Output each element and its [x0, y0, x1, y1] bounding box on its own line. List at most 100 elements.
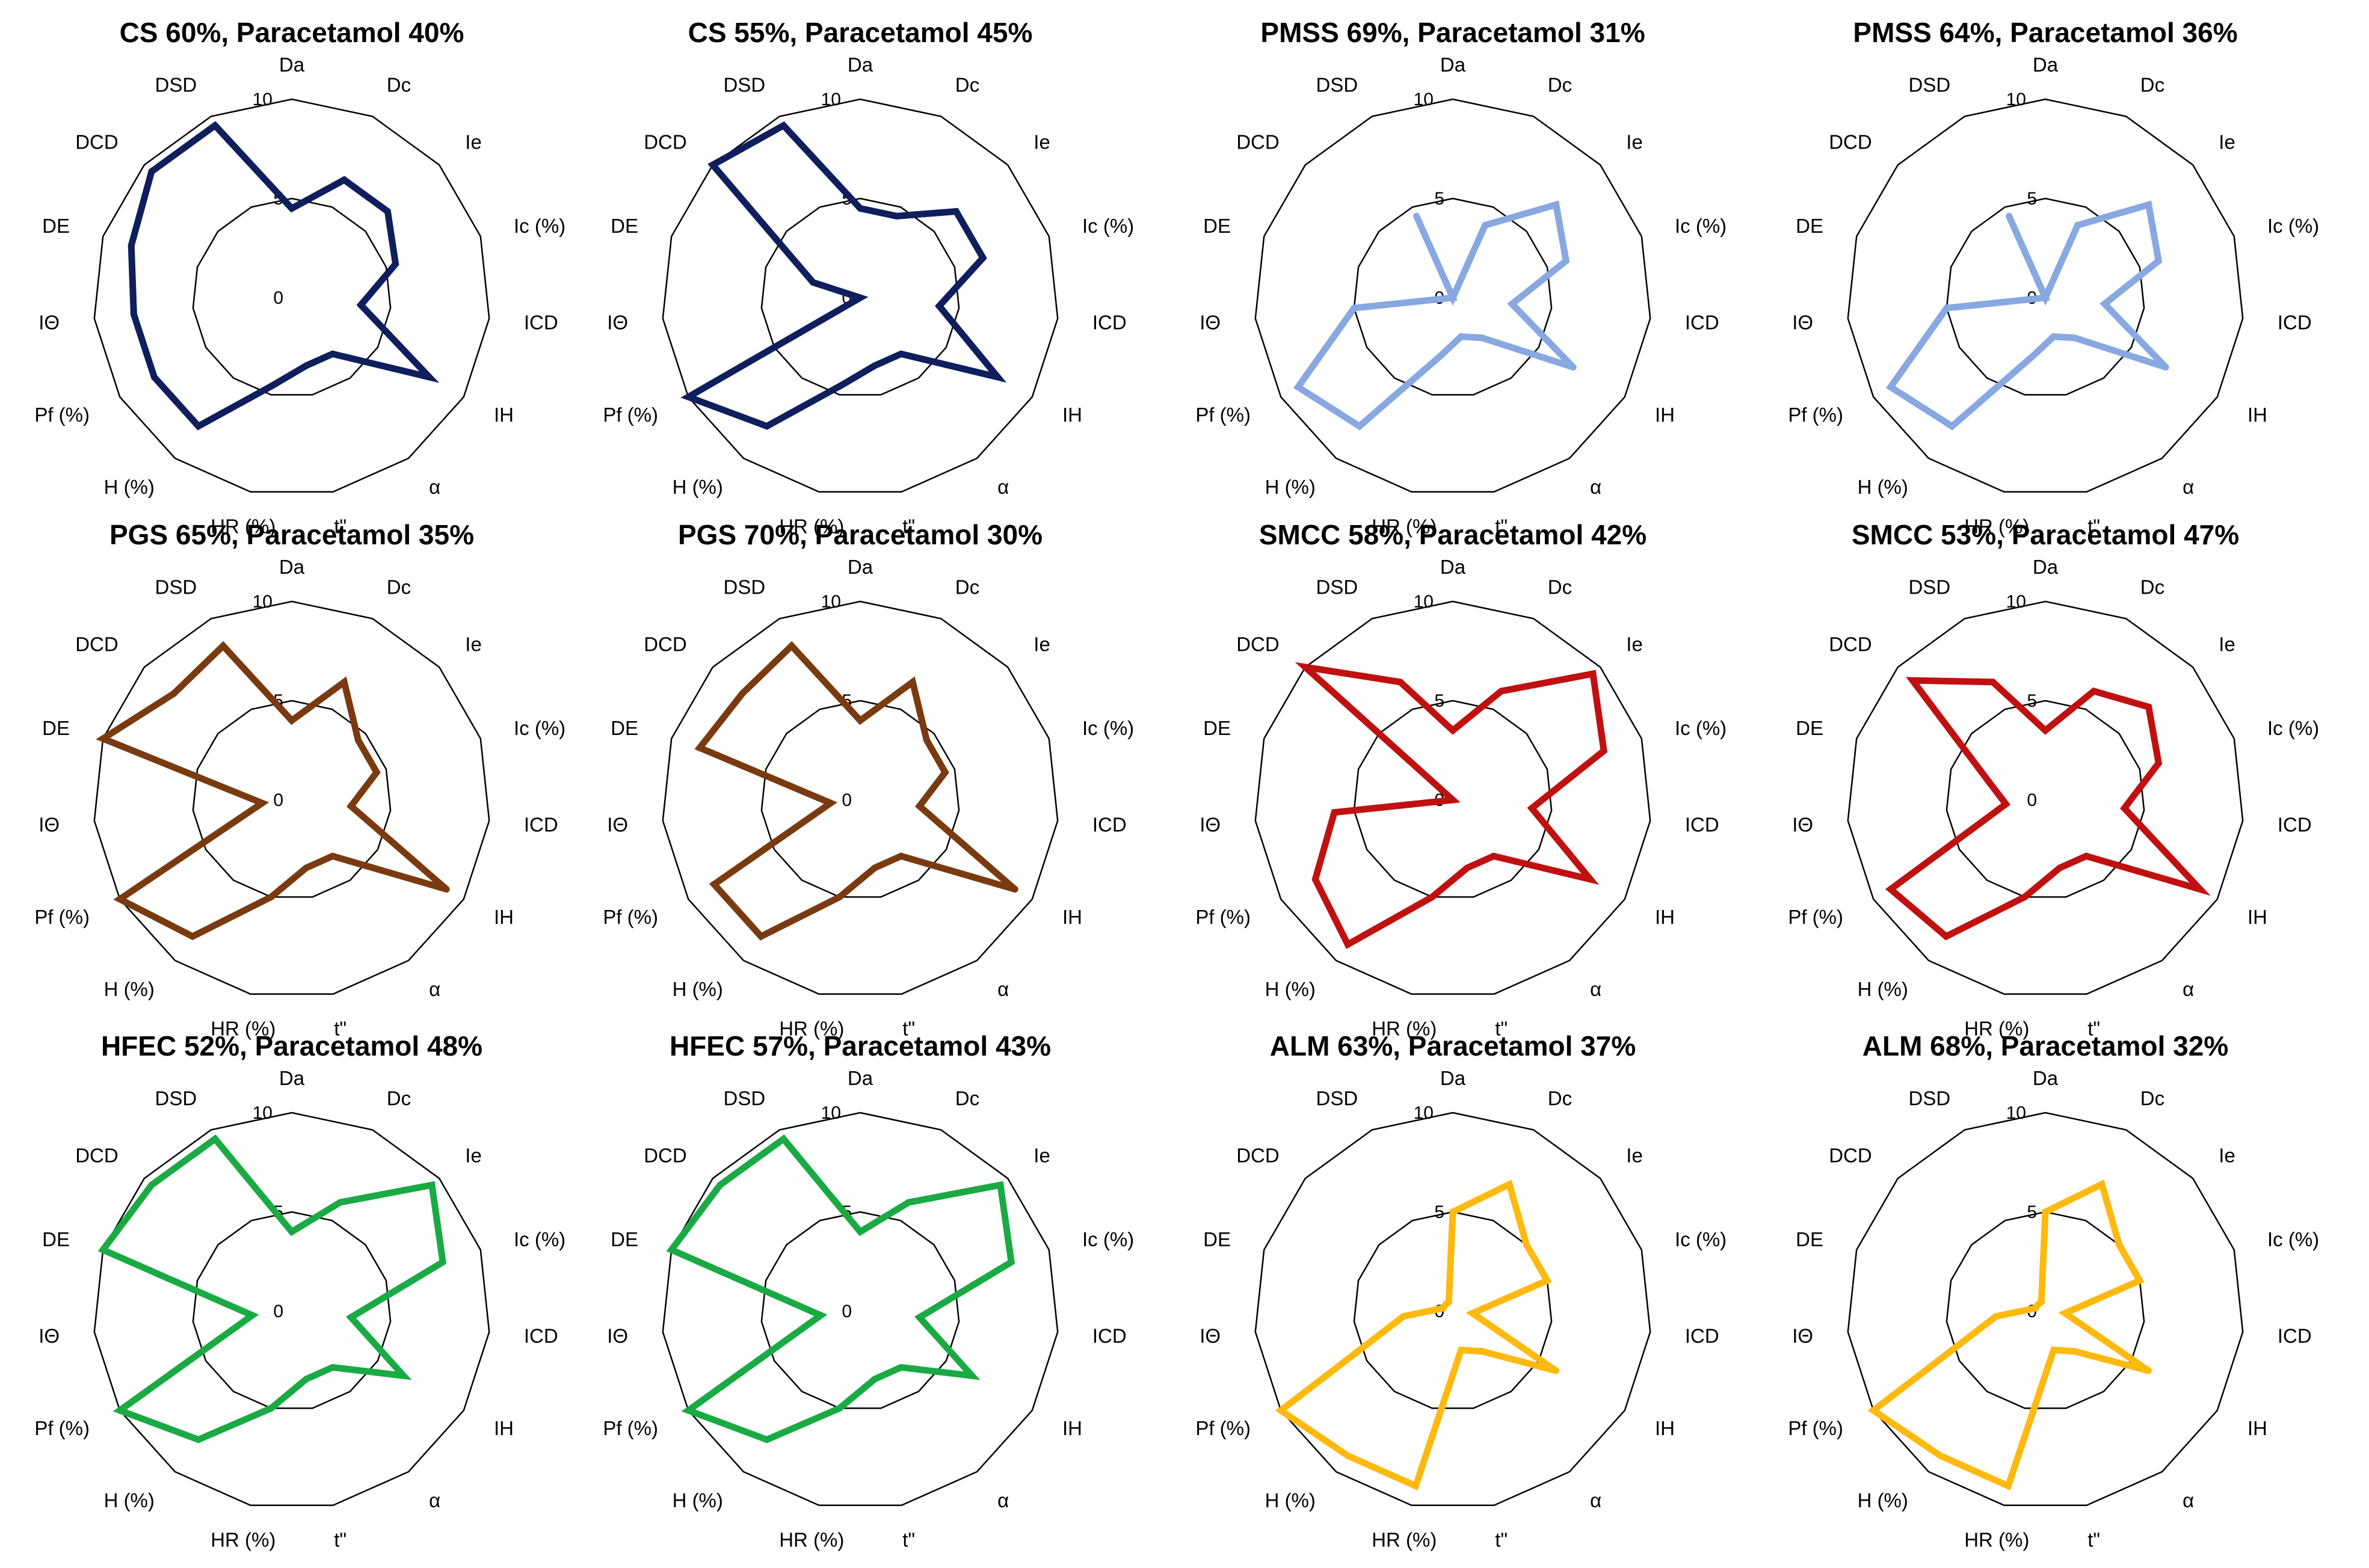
axis-label: Da [848, 1067, 873, 1089]
data-point-9 [763, 423, 771, 430]
axis-label: DCD [1236, 1144, 1280, 1166]
axis-label: Ic (%) [1675, 1228, 1727, 1250]
axis-label: Ie [1034, 131, 1050, 153]
data-point-13 [1302, 663, 1309, 671]
grid-ring-10 [1254, 1111, 1651, 1507]
data-point-14 [212, 122, 218, 129]
tick-label-10: 10 [253, 90, 273, 109]
axis-label: DSD [155, 74, 197, 96]
axis-label: Dc [955, 576, 979, 598]
data-point-14 [1397, 678, 1404, 686]
data-point-7 [1458, 333, 1465, 340]
data-point-10 [685, 1407, 692, 1414]
chart-title: PMSS 69%, Paracetamol 31% [1260, 17, 1645, 48]
data-point-4 [2062, 1309, 2069, 1317]
data-point-4 [916, 802, 923, 810]
axis-label: ICD [1092, 1325, 1127, 1347]
data-point-9 [757, 933, 765, 940]
axis-label: t" [334, 1529, 347, 1551]
data-point-6 [2071, 1348, 2078, 1355]
tick-label-10: 10 [821, 1103, 841, 1123]
axis-label: H (%) [1265, 978, 1316, 1000]
axis-label: Pf (%) [603, 1417, 658, 1439]
axis-label: α [1590, 978, 1601, 1000]
data-point-14 [2038, 1299, 2045, 1306]
data-point-5 [969, 1372, 976, 1379]
data-point-2 [2145, 201, 2152, 208]
axis-label: HR (%) [211, 1529, 276, 1551]
axis-label: Ic (%) [1082, 717, 1134, 739]
data-point-0 [2042, 1208, 2049, 1216]
grid-ring-5 [760, 1211, 960, 1409]
data-point-7 [2050, 333, 2057, 340]
axis-label: Ie [465, 1144, 482, 1166]
axis-label: t" [334, 1018, 347, 1040]
series-line [1885, 200, 2169, 431]
data-point-2 [2116, 1241, 2123, 1249]
axis-label: α [429, 476, 440, 498]
data-point-1 [2098, 1181, 2106, 1188]
data-point-12 [668, 1246, 675, 1253]
axis-label: Ic (%) [2267, 717, 2319, 739]
radar-chart-7: SMCC 53%, Paracetamol 47% 0 5 10 Da Dc Ie Ic (%… [1788, 519, 2319, 1040]
axis-label: ICD [1685, 814, 1719, 836]
tick-label-10: 10 [253, 1103, 273, 1123]
data-point-8 [268, 1404, 275, 1412]
axis-label: Pf (%) [1788, 1417, 1843, 1439]
axis-label: Pf (%) [1195, 404, 1251, 426]
data-point-10 [1311, 876, 1319, 883]
grid-ring-10 [662, 600, 1059, 995]
tick-label-0: 0 [273, 1302, 283, 1321]
data-point-3 [941, 769, 949, 776]
tick-label-5: 5 [2027, 1202, 2037, 1222]
grid-ring-5 [760, 699, 960, 898]
data-point-9 [1948, 423, 1956, 430]
axis-label: t" [334, 515, 347, 538]
axis-label: H (%) [673, 476, 723, 498]
grid-ring-5 [192, 1211, 392, 1409]
axis-label: ICD [2278, 312, 2312, 334]
axis-label: Ic (%) [1082, 215, 1134, 237]
axis-label: IΘ [39, 814, 60, 836]
data-point-11 [817, 1312, 824, 1319]
tick-label-5: 5 [2027, 189, 2037, 209]
data-point-9 [1344, 941, 1351, 948]
data-point-3 [2155, 257, 2162, 265]
axis-label: IH [1655, 1417, 1675, 1439]
data-point-7 [303, 1376, 310, 1383]
series-line [666, 1134, 1015, 1443]
data-point-0 [857, 205, 864, 212]
data-point-7 [871, 864, 878, 872]
data-point-4 [935, 303, 943, 310]
axis-label: Da [2033, 1067, 2059, 1089]
axis-label: Ic (%) [514, 717, 565, 739]
chart-title: SMCC 53%, Paracetamol 47% [1852, 519, 2239, 550]
data-point-10 [1887, 886, 1894, 893]
axis-label: DSD [1909, 74, 1951, 96]
data-point-2 [1589, 670, 1597, 677]
axis-label: DSD [1909, 576, 1951, 598]
tick-label-5: 5 [1434, 189, 1444, 209]
axis-label: Ie [2219, 1144, 2235, 1166]
grid-ring-10 [1847, 1111, 2244, 1507]
axis-label: Ie [1626, 1144, 1643, 1166]
axis-label: Dc [2140, 576, 2164, 598]
data-point-11 [2002, 801, 2009, 808]
axis-label: IH [1062, 906, 1082, 928]
axis-label: ICD [524, 1325, 558, 1347]
axis-label: IΘ [607, 814, 628, 836]
axis-label: DSD [155, 576, 197, 598]
tick-label-0: 0 [273, 288, 283, 308]
data-point-9 [195, 1436, 202, 1443]
axis-label: DCD [1236, 131, 1280, 153]
series-line [694, 641, 1017, 941]
data-point-10 [116, 896, 123, 903]
axis-label: Dc [955, 1087, 979, 1110]
axis-label: t" [902, 1529, 915, 1551]
data-point-0 [288, 1228, 295, 1235]
